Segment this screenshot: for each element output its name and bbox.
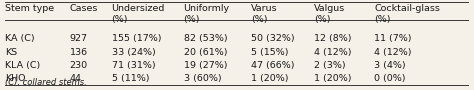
- Text: 12 (8%): 12 (8%): [314, 34, 351, 43]
- Text: Varus
(%): Varus (%): [251, 4, 278, 24]
- Text: 47 (66%): 47 (66%): [251, 61, 294, 70]
- Text: 82 (53%): 82 (53%): [183, 34, 227, 43]
- Text: KLA (C): KLA (C): [5, 61, 40, 70]
- Text: Undersized
(%): Undersized (%): [111, 4, 165, 24]
- Text: Valgus
(%): Valgus (%): [314, 4, 345, 24]
- Text: 1 (20%): 1 (20%): [314, 74, 351, 83]
- Text: 1 (20%): 1 (20%): [251, 74, 289, 83]
- Text: 136: 136: [70, 48, 88, 57]
- Text: 4 (12%): 4 (12%): [314, 48, 351, 57]
- Text: 4 (12%): 4 (12%): [374, 48, 411, 57]
- Text: 927: 927: [70, 34, 88, 43]
- Text: (C), collared stems.: (C), collared stems.: [5, 78, 86, 87]
- Text: 11 (7%): 11 (7%): [374, 34, 411, 43]
- Text: KHO: KHO: [5, 74, 25, 83]
- Text: 71 (31%): 71 (31%): [111, 61, 155, 70]
- Text: Uniformly
(%): Uniformly (%): [183, 4, 230, 24]
- Text: 0 (0%): 0 (0%): [374, 74, 406, 83]
- Text: Cocktail-glass
(%): Cocktail-glass (%): [374, 4, 440, 24]
- Text: Cases: Cases: [70, 4, 98, 13]
- Text: 3 (60%): 3 (60%): [183, 74, 221, 83]
- Text: 230: 230: [70, 61, 88, 70]
- Text: 155 (17%): 155 (17%): [111, 34, 161, 43]
- Text: KS: KS: [5, 48, 17, 57]
- Text: 20 (61%): 20 (61%): [183, 48, 227, 57]
- Text: Stem type: Stem type: [5, 4, 54, 13]
- Text: 5 (11%): 5 (11%): [111, 74, 149, 83]
- Text: 5 (15%): 5 (15%): [251, 48, 289, 57]
- Text: 50 (32%): 50 (32%): [251, 34, 294, 43]
- Text: 2 (3%): 2 (3%): [314, 61, 345, 70]
- Text: KA (C): KA (C): [5, 34, 34, 43]
- Text: 44: 44: [70, 74, 82, 83]
- Text: 19 (27%): 19 (27%): [183, 61, 227, 70]
- Text: 33 (24%): 33 (24%): [111, 48, 155, 57]
- Text: 3 (4%): 3 (4%): [374, 61, 406, 70]
